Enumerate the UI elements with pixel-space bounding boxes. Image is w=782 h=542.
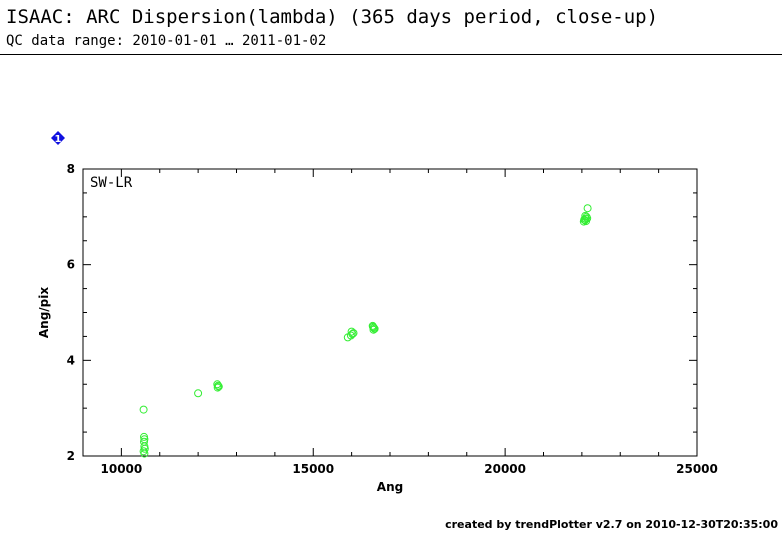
x-tick-label: 20000 (484, 462, 526, 476)
data-point (583, 204, 592, 213)
data-point (213, 383, 222, 392)
data-point (346, 331, 355, 340)
x-tick-label: 15000 (292, 462, 334, 476)
data-point (139, 405, 148, 414)
footer-credit: created by trendPlotter v2.7 on 2010-12-… (445, 518, 778, 531)
panel-label: SW-LR (90, 175, 133, 191)
axis-tick-labels: 10000 15000 20000 25000 2 4 6 8 (67, 162, 718, 476)
data-point (369, 322, 378, 331)
x-axis-label: Ang (377, 480, 403, 494)
x-tick-label: 10000 (101, 462, 143, 476)
data-point (369, 325, 378, 334)
axis-ticks (82, 168, 698, 457)
data-point (581, 211, 590, 220)
data-points (139, 204, 592, 458)
x-tick-label: 25000 (676, 462, 718, 476)
panel-number-marker: 1 (51, 131, 65, 145)
y-tick-label: 6 (67, 258, 75, 272)
panel-number: 1 (55, 134, 62, 145)
y-tick-label: 4 (67, 353, 75, 367)
data-point (370, 324, 379, 333)
y-axis-label: Ang/pix (37, 287, 51, 339)
data-point (194, 389, 203, 398)
data-point (349, 329, 358, 338)
qc-data-range: QC data range: 2010-01-01 … 2011-01-02 (6, 33, 327, 49)
plot-area (82, 168, 698, 457)
data-point (347, 327, 356, 336)
data-point (213, 380, 222, 389)
data-point (214, 382, 223, 391)
chart-title: ISAAC: ARC Dispersion(lambda) (365 days … (6, 6, 659, 28)
y-tick-label: 8 (67, 162, 75, 176)
header-divider (0, 54, 782, 55)
data-point (583, 214, 592, 223)
data-point (140, 449, 149, 458)
y-tick-label: 2 (67, 449, 75, 463)
diamond-icon (51, 131, 65, 145)
